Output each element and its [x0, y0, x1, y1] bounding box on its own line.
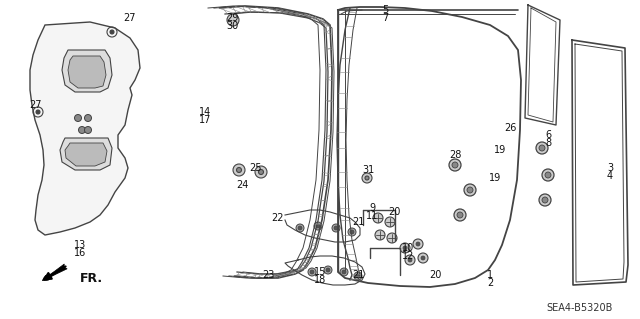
Circle shape — [385, 217, 395, 227]
Circle shape — [296, 224, 304, 232]
Polygon shape — [30, 22, 140, 235]
Circle shape — [413, 239, 423, 249]
Circle shape — [418, 253, 428, 263]
Text: 31: 31 — [362, 165, 374, 175]
Text: 28: 28 — [449, 150, 461, 160]
Circle shape — [464, 184, 476, 196]
Circle shape — [314, 222, 322, 230]
Circle shape — [362, 173, 372, 183]
Text: 18: 18 — [314, 275, 326, 285]
Circle shape — [539, 145, 545, 151]
Text: 15: 15 — [314, 267, 326, 277]
Polygon shape — [62, 50, 112, 92]
Circle shape — [536, 142, 548, 154]
Text: 4: 4 — [607, 171, 613, 181]
Text: 26: 26 — [504, 123, 516, 133]
Circle shape — [387, 233, 397, 243]
Text: 21: 21 — [352, 217, 364, 227]
Circle shape — [316, 224, 320, 228]
Text: 8: 8 — [545, 138, 551, 148]
Circle shape — [421, 256, 425, 260]
Circle shape — [405, 255, 415, 265]
Circle shape — [403, 246, 407, 250]
Circle shape — [255, 166, 267, 178]
Circle shape — [79, 127, 86, 133]
Text: 21: 21 — [352, 270, 364, 280]
Circle shape — [375, 230, 385, 240]
Circle shape — [74, 115, 81, 122]
Text: 29: 29 — [226, 13, 238, 23]
Circle shape — [298, 226, 302, 230]
Circle shape — [457, 212, 463, 218]
Text: 3: 3 — [607, 163, 613, 173]
Circle shape — [542, 169, 554, 181]
Text: 2: 2 — [487, 278, 493, 288]
Circle shape — [308, 268, 316, 276]
Circle shape — [326, 268, 330, 272]
Text: 23: 23 — [262, 270, 274, 280]
Text: FR.: FR. — [80, 271, 103, 285]
Circle shape — [233, 164, 245, 176]
Text: 20: 20 — [388, 207, 400, 217]
Circle shape — [110, 30, 114, 34]
Text: 10: 10 — [402, 243, 414, 253]
Circle shape — [334, 226, 338, 230]
Text: 20: 20 — [429, 270, 441, 280]
Text: 30: 30 — [226, 21, 238, 31]
Text: 27: 27 — [29, 100, 42, 110]
Circle shape — [350, 230, 354, 234]
Polygon shape — [65, 143, 107, 166]
Circle shape — [356, 274, 360, 278]
Text: SEA4-B5320B: SEA4-B5320B — [547, 303, 613, 313]
Circle shape — [84, 115, 92, 122]
Circle shape — [348, 228, 356, 236]
Circle shape — [545, 172, 551, 178]
Text: 19: 19 — [494, 145, 506, 155]
Text: 16: 16 — [74, 248, 86, 258]
Circle shape — [373, 213, 383, 223]
Text: 5: 5 — [382, 5, 388, 15]
Text: 17: 17 — [199, 115, 211, 125]
Circle shape — [354, 272, 362, 280]
Text: 9: 9 — [369, 203, 375, 213]
Text: 1: 1 — [487, 270, 493, 280]
Text: 19: 19 — [489, 173, 501, 183]
Text: 13: 13 — [74, 240, 86, 250]
Circle shape — [324, 266, 332, 274]
Circle shape — [259, 169, 264, 174]
Circle shape — [84, 127, 92, 133]
Circle shape — [449, 159, 461, 171]
Polygon shape — [68, 56, 106, 88]
Text: 24: 24 — [236, 180, 248, 190]
Circle shape — [454, 209, 466, 221]
Circle shape — [36, 110, 40, 114]
Circle shape — [365, 176, 369, 180]
Circle shape — [227, 14, 239, 26]
Circle shape — [539, 194, 551, 206]
Text: 12: 12 — [402, 251, 414, 261]
Circle shape — [237, 167, 241, 173]
Polygon shape — [60, 138, 112, 170]
Circle shape — [340, 268, 348, 276]
Circle shape — [542, 197, 548, 203]
Text: 11: 11 — [366, 211, 378, 221]
Circle shape — [467, 187, 473, 193]
Circle shape — [342, 270, 346, 274]
Circle shape — [452, 162, 458, 168]
Text: 6: 6 — [545, 130, 551, 140]
Circle shape — [408, 258, 412, 262]
Circle shape — [416, 242, 420, 246]
Text: 27: 27 — [124, 13, 136, 23]
Circle shape — [310, 270, 314, 274]
Text: 14: 14 — [199, 107, 211, 117]
Circle shape — [332, 224, 340, 232]
Text: 22: 22 — [272, 213, 284, 223]
Circle shape — [400, 243, 410, 253]
Text: 25: 25 — [250, 163, 262, 173]
Text: 7: 7 — [382, 13, 388, 23]
